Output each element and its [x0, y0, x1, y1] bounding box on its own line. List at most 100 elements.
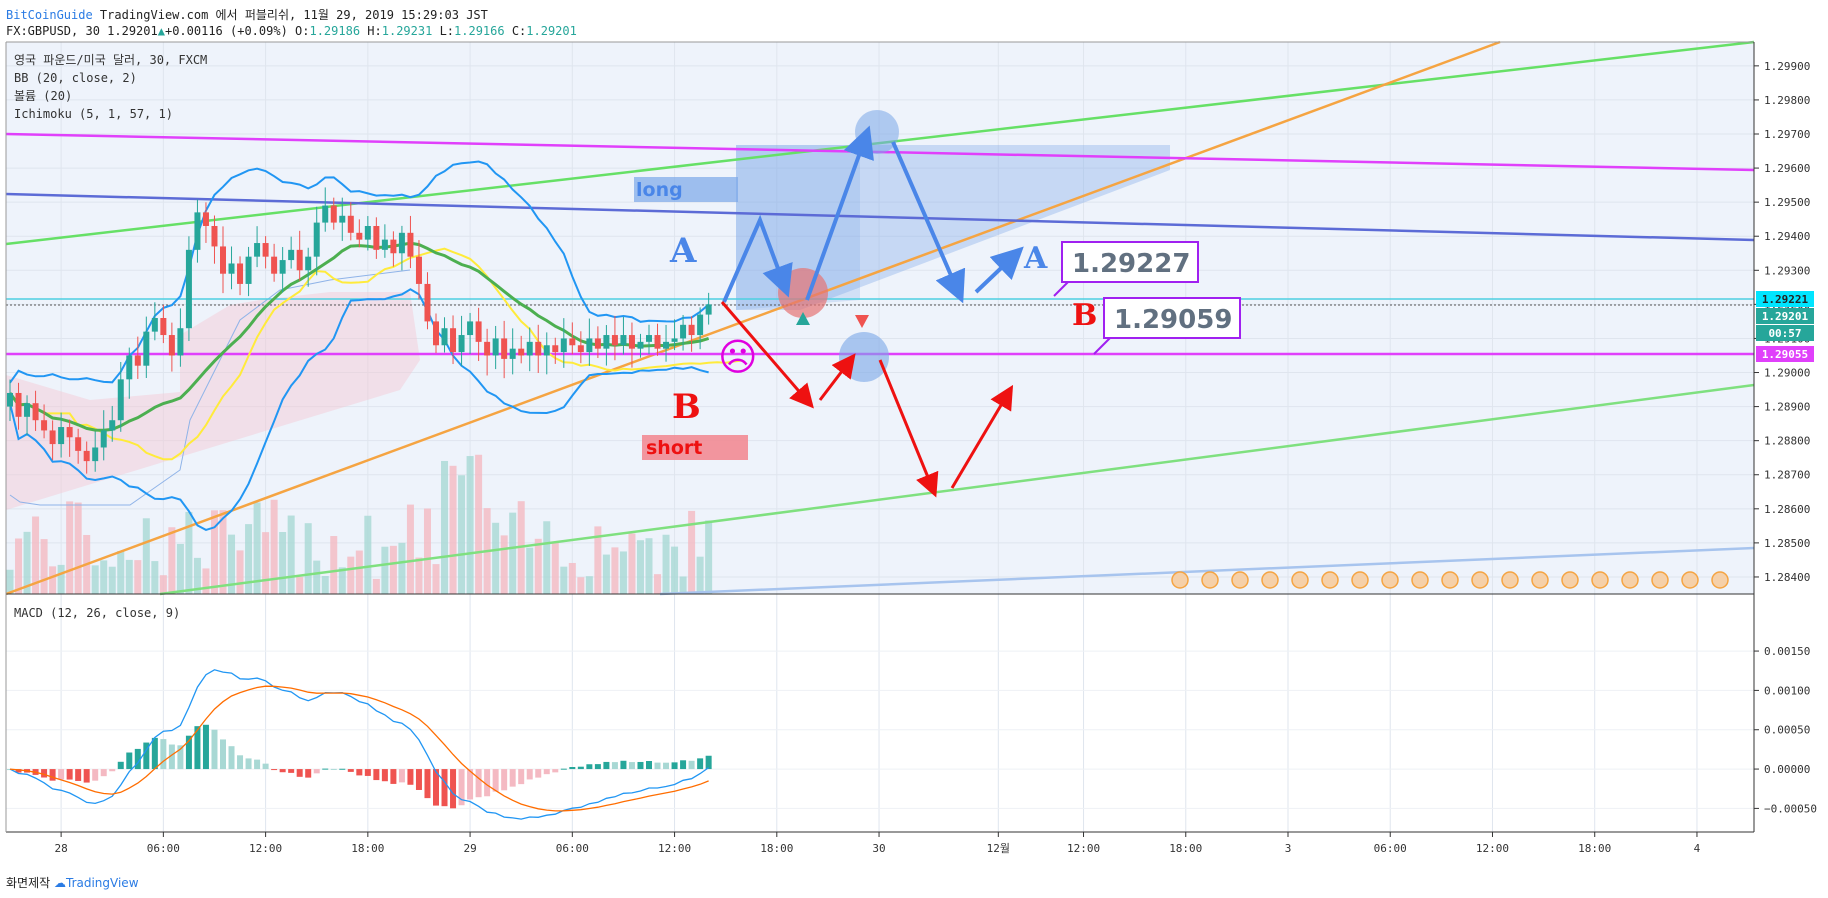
volume-bar: [108, 566, 116, 594]
short-label-box: [642, 435, 748, 460]
symbol-label: FX:GBPUSD, 30: [6, 24, 100, 38]
volume-bar: [577, 577, 585, 594]
open-label: O:: [295, 24, 310, 38]
macd-axis[interactable]: −0.00050 0.00000 0.00050 0.00100 0.00150: [1754, 645, 1817, 815]
price-tick-label: 1.28900: [1764, 401, 1810, 414]
candle-body: [32, 403, 39, 421]
macd-hist-bar: [151, 737, 158, 770]
volume-bar: [560, 566, 568, 594]
candle-body: [390, 239, 397, 254]
volume-bar: [509, 512, 517, 594]
footer-brand[interactable]: TradingView: [66, 876, 139, 890]
macd-hist-bar: [398, 769, 405, 783]
legend-bb[interactable]: BB (20, close, 2): [14, 71, 137, 85]
legend-macd[interactable]: MACD (12, 26, close, 9): [14, 606, 180, 620]
footer: 화면제작 ☁TradingView: [6, 874, 139, 891]
legend-volume[interactable]: 볼륨 (20): [14, 89, 72, 103]
candle-body: [211, 226, 218, 247]
legend-ichimoku[interactable]: Ichimoku (5, 1, 57, 1): [14, 107, 173, 121]
rising-support-line: [5, 40, 1501, 596]
volume-bar: [313, 560, 321, 594]
macd-hist-bar: [109, 769, 116, 772]
event-flag-icon: [1561, 571, 1579, 589]
candle-body: [339, 215, 346, 223]
candle-body: [322, 205, 329, 223]
volume-bar: [662, 534, 670, 594]
candle-body: [100, 430, 107, 448]
volume-bar: [543, 521, 551, 594]
volume-bar: [245, 524, 253, 594]
volume-bar: [432, 564, 440, 594]
macd-hist-bar: [424, 769, 431, 799]
event-flag-icon: [1441, 571, 1459, 589]
volume-bar: [347, 556, 355, 594]
candle-body: [424, 283, 431, 322]
candle-body: [680, 324, 687, 339]
volume-bar: [611, 547, 619, 594]
time-axis[interactable]: 28 06:00 12:00 18:00 29 06:00 12:00 18:00 30 12월 1…: [54, 832, 1701, 855]
price-tick-label: 1.29700: [1764, 128, 1810, 141]
time-tick-label: 12:00: [1067, 842, 1100, 855]
volume-bar: [253, 502, 261, 594]
event-icons[interactable]: [1171, 571, 1729, 589]
candle-body: [654, 335, 661, 349]
candle-body: [697, 314, 704, 336]
macd-hist-bar: [143, 742, 150, 770]
macd-pane[interactable]: [6, 596, 1754, 832]
event-flag-icon: [1321, 571, 1339, 589]
time-tick-label: 28: [54, 842, 67, 855]
candle-body: [688, 324, 695, 336]
macd-hist-bar: [543, 769, 550, 775]
macd-hist-bar: [245, 758, 252, 770]
macd-hist-bar: [262, 763, 269, 770]
candle-body: [628, 335, 635, 349]
candle-body: [637, 341, 644, 349]
volume-bar: [594, 526, 602, 594]
close-value: 1.29201: [526, 24, 577, 38]
macd-hist-bar: [271, 769, 278, 771]
event-flag-icon: [1591, 571, 1609, 589]
badge-pink: [1756, 346, 1814, 362]
volume-bar: [304, 523, 312, 594]
candle-body: [518, 348, 525, 356]
kijun-line: [44, 247, 743, 461]
macd-hist-bar: [467, 769, 474, 800]
candle-body: [671, 338, 678, 342]
candle-body: [594, 338, 601, 349]
label-b-right: B: [1072, 298, 1097, 333]
support-circle-blue: [839, 332, 889, 382]
long-path-arrow-a1: [722, 214, 793, 303]
candle-body: [356, 232, 363, 240]
badge-timer-text: 00:57: [1768, 327, 1801, 340]
candle-body: [407, 232, 414, 257]
macd-hist-bar: [697, 758, 704, 770]
brand-link[interactable]: BitCoinGuide: [6, 8, 93, 22]
candle-body: [373, 226, 380, 250]
event-flag-icon: [1651, 571, 1669, 589]
volume-bar: [355, 550, 363, 594]
macd-hist-bar: [492, 769, 499, 792]
candle-body: [288, 249, 295, 261]
candle-body: [381, 239, 388, 250]
candle-body: [313, 222, 320, 257]
volume-bar: [602, 554, 610, 594]
macd-hist-bar: [594, 764, 601, 770]
macd-hist-bar: [202, 724, 209, 770]
candle-body: [15, 392, 22, 417]
volume-bar: [236, 550, 244, 594]
event-flag-icon: [1351, 571, 1369, 589]
macd-hist-bar: [390, 769, 397, 784]
candle-body: [526, 341, 533, 356]
price-tick-label: 1.29900: [1764, 60, 1810, 73]
volume-bar: [466, 456, 474, 594]
volume-bar: [705, 520, 713, 594]
macd-line: [9, 669, 710, 820]
macd-hist-bar: [279, 769, 286, 773]
candle-body: [194, 212, 201, 250]
badge-last-text: 1.29201: [1762, 310, 1809, 323]
volume-bar: [338, 567, 346, 594]
macd-hist-bar: [441, 769, 448, 807]
macd-hist-bar: [415, 769, 422, 790]
candle-body: [501, 338, 508, 359]
